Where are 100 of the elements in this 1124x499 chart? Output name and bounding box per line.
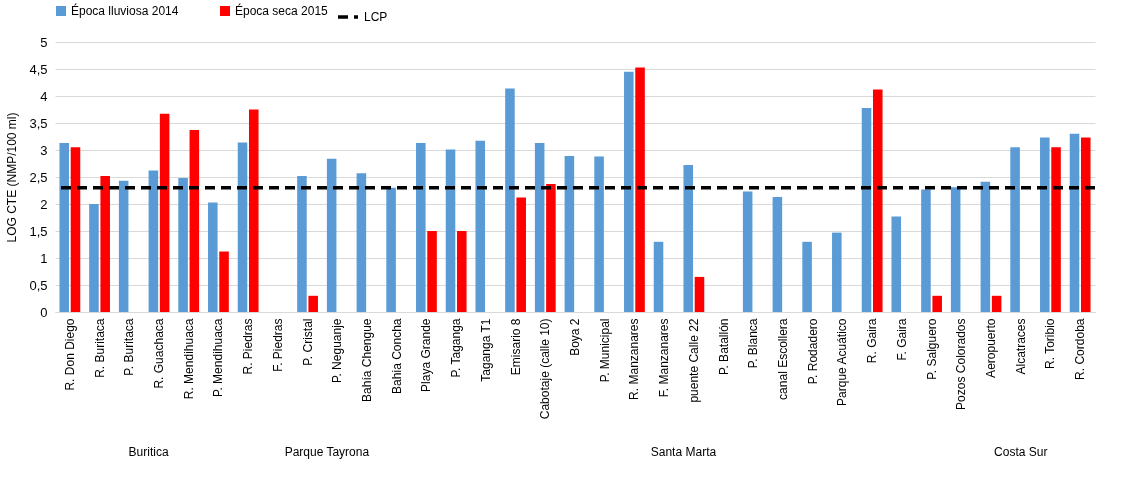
x-tick-label: Alcatraces — [1013, 318, 1028, 375]
x-tick-label: canal Escollera — [776, 318, 790, 400]
x-tick-label: R. Piedras — [241, 318, 256, 375]
x-tick-label: Bahia Concha — [389, 318, 404, 394]
x-tick-label: P. Rodadero — [805, 318, 820, 385]
bar — [386, 187, 396, 312]
x-tick-label: F. Manzanares — [657, 318, 672, 398]
x-tick-label: F. Gaira — [894, 318, 909, 361]
text: Buritica — [128, 445, 169, 459]
bar — [534, 142, 545, 312]
bar — [1010, 147, 1020, 312]
x-tick-label: P. Neguanje — [330, 318, 345, 383]
x-tick-label: R. Cordoba — [1073, 318, 1088, 380]
bar — [356, 173, 367, 312]
x-tick-label: Emisario 8 — [508, 318, 523, 376]
x-tick-label: Taganga T1 — [478, 318, 493, 382]
x-tick-label: P. Mendihuaca — [211, 318, 226, 398]
x-tick-label: P. Taganga — [449, 318, 464, 378]
x-tick-label: Pozos Colorados — [954, 318, 969, 410]
legend-label: Época lluviosa 2014 — [71, 3, 179, 18]
x-tick-label: puente Calle 22 — [686, 318, 701, 403]
text: Costa Sur — [994, 445, 1048, 459]
y-tick-label: 1,5 — [29, 223, 48, 239]
bar — [742, 191, 753, 312]
bar — [653, 241, 664, 312]
bar — [248, 109, 259, 312]
bar — [237, 142, 248, 312]
y-tick-label: 2,5 — [29, 169, 48, 185]
bar — [208, 202, 218, 312]
x-tick-label: P. Municipal — [597, 318, 612, 383]
bar — [70, 147, 81, 312]
y-tick-label: 4 — [40, 88, 48, 104]
bar — [594, 156, 604, 312]
x-tick-label: R. Gaira — [865, 318, 880, 364]
bar — [546, 184, 556, 312]
bar — [427, 231, 437, 312]
bar — [1080, 137, 1091, 312]
bar — [416, 142, 426, 312]
bar — [456, 231, 467, 312]
bar — [861, 107, 872, 312]
bar — [219, 251, 229, 312]
x-tick-label: R. Guachaca — [152, 318, 166, 389]
bar — [326, 158, 337, 312]
y-tick-label: 0 — [40, 304, 48, 320]
bar — [178, 178, 188, 312]
x-tick-label: Cabotaje (calle 10) — [538, 318, 553, 420]
bar — [308, 295, 318, 312]
bar — [118, 180, 129, 312]
bar — [89, 204, 99, 312]
x-tick-label: P. Batallón — [716, 318, 731, 375]
x-tick-label: Bahía Chengue — [360, 318, 374, 402]
text: Santa Marta — [650, 445, 717, 459]
y-tick-label: 4,5 — [29, 61, 48, 77]
y-tick-label: 5 — [40, 34, 48, 50]
bar — [297, 175, 307, 312]
bar — [475, 140, 486, 312]
bar — [991, 295, 1002, 312]
x-tick-label: P. Buritaca — [122, 318, 137, 376]
y-tick-label: 1 — [40, 250, 48, 266]
bar — [980, 181, 991, 312]
bar — [921, 189, 931, 312]
bar — [1069, 133, 1080, 312]
x-tick-label: R. Toribio — [1043, 318, 1058, 369]
y-tick-label: 0,5 — [29, 277, 48, 293]
bar — [802, 241, 812, 312]
bar — [516, 197, 526, 312]
legend-label: Época seca 2015 — [235, 3, 329, 18]
bar — [189, 130, 200, 312]
x-tick-label: R. Don Diego — [62, 318, 77, 391]
bar — [445, 149, 456, 312]
bar — [624, 71, 634, 312]
bar — [635, 67, 645, 312]
bar — [564, 155, 575, 312]
bar — [891, 216, 902, 312]
y-tick-label: 3 — [40, 142, 48, 158]
x-tick-label: Boya 2 — [568, 318, 582, 356]
bar — [872, 89, 883, 312]
y-axis-title: LOG CTE (NMP/100 ml) — [5, 112, 20, 243]
bar — [148, 170, 159, 312]
bar — [772, 196, 783, 312]
x-tick-label: P. Salguero — [924, 318, 939, 380]
bar — [694, 276, 705, 312]
x-tick-label: P. Blanca — [746, 318, 761, 369]
bar — [159, 113, 170, 312]
bar — [100, 175, 110, 312]
bar — [1040, 137, 1050, 312]
y-tick-label: 2 — [40, 196, 48, 212]
legend-label: LCP — [364, 10, 388, 24]
bar — [832, 232, 842, 312]
x-tick-label: F. Piedras — [270, 318, 285, 372]
bar — [683, 165, 694, 312]
y-tick-label: 3,5 — [29, 115, 48, 131]
x-tick-label: Playa Grande — [419, 318, 434, 392]
x-tick-label: R. Buritaca — [92, 318, 107, 378]
text: Parque Tayrona — [284, 445, 370, 459]
bar — [59, 142, 70, 312]
x-tick-label: Parque Acuático — [835, 318, 850, 406]
bar — [950, 187, 961, 312]
x-tick-label: P. Cristal — [300, 318, 315, 366]
x-tick-label: Aeropuerto — [984, 318, 998, 378]
